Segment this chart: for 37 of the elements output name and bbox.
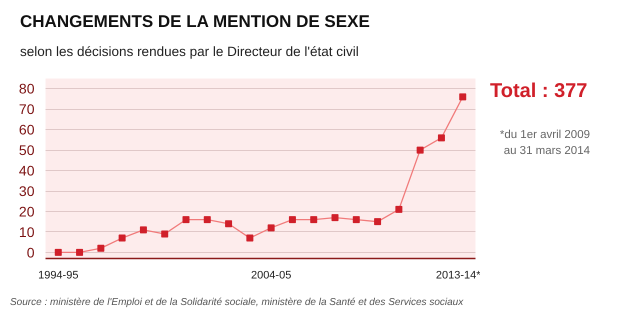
point (332, 214, 339, 222)
point (268, 224, 275, 232)
point (140, 226, 147, 234)
x-tick-label: 2013-14* (436, 270, 482, 282)
point (76, 248, 84, 256)
point (161, 230, 168, 238)
y-tick-label: 70 (18, 101, 35, 118)
point (182, 216, 190, 224)
chart-subtitle: selon les décisions rendues par le Directeur de l'état civil (20, 43, 359, 61)
x-tick-label: 1994-95 (38, 270, 78, 282)
y-tick-label: 80 (18, 80, 35, 97)
y-tick-label: 50 (18, 142, 35, 158)
y-tick-label: 60 (18, 122, 35, 138)
y-tick-label: 40 (18, 162, 35, 179)
point (374, 218, 382, 226)
text: Total : 377 (490, 79, 588, 104)
point (118, 234, 126, 242)
point (97, 244, 104, 252)
point (288, 216, 296, 224)
point (204, 216, 211, 224)
point (459, 93, 466, 100)
point (246, 234, 254, 242)
y-tick-label: 20 (18, 203, 35, 220)
y-tick-label: 30 (18, 183, 35, 199)
point (54, 248, 62, 256)
point (416, 146, 424, 154)
x-tick-label: 2004-05 (250, 270, 292, 282)
y-tick-label: 0 (26, 244, 35, 260)
source-note: Source : ministère de l'Emploi et de la Solidarité sociale, ministère de la Santé et des Services sociaux (10, 296, 464, 310)
point (438, 134, 445, 142)
point (310, 216, 318, 224)
y-tick-label: 10 (18, 224, 35, 240)
text: *du 1er avril 2009 au 31 mars 2014 (498, 128, 590, 160)
point (395, 206, 402, 213)
point (225, 220, 232, 228)
point (352, 216, 360, 224)
chart-title: CHANGEMENTS DE LA MENTION DE SEXE (20, 11, 370, 33)
